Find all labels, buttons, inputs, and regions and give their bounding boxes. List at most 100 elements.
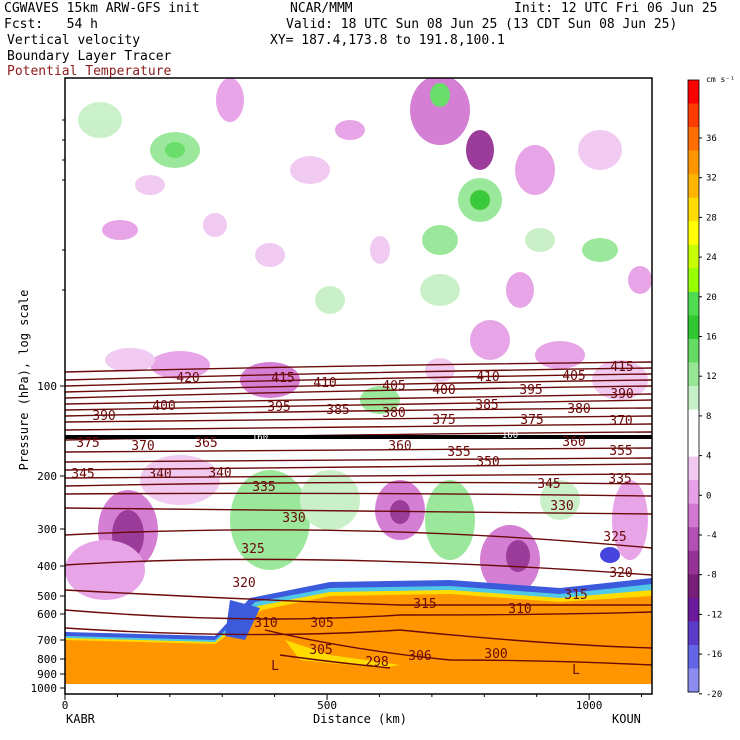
colorbar-swatch — [688, 597, 699, 622]
x-tick-label: 0 — [62, 699, 69, 712]
theta-contour-label: 380 — [567, 402, 590, 417]
org-label: NCAR/MMM — [290, 1, 353, 16]
theta-contour-label: 355 — [609, 444, 632, 459]
colorbar-swatch — [688, 668, 699, 693]
theta-contour-label: 305 — [310, 616, 333, 631]
theta-contour-label: 365 — [194, 436, 217, 451]
colorbar-swatch — [688, 409, 699, 434]
colorbar-swatch — [688, 291, 699, 316]
colorbar-swatch — [688, 103, 699, 128]
colorbar-label: -4 — [706, 531, 717, 541]
colorbar-swatch — [688, 550, 699, 575]
theta-contour-label: 320 — [609, 566, 632, 581]
tropopause-label: 160 — [502, 431, 518, 441]
y-tick-label: 200 — [37, 470, 57, 483]
colorbar-swatch — [688, 503, 699, 528]
theta-contour-label: 300 — [484, 647, 507, 662]
theta-contour-label: 375 — [432, 413, 455, 428]
theta-contour-label: 360 — [562, 435, 585, 450]
x-tick-label: 1000 — [576, 699, 603, 712]
colorbar-swatch — [688, 80, 699, 105]
colorbar-swatch — [688, 338, 699, 363]
theta-contour-label: 360 — [388, 439, 411, 454]
colorbar-swatch — [688, 268, 699, 293]
colorbar-swatch — [688, 574, 699, 599]
cross-section-endpoints: XY= 187.4,173.8 to 191.8,100.1 — [270, 33, 505, 48]
theta-contour-label: 305 — [309, 643, 332, 658]
colorbar: 36 32 28 24 20 16 12 8 4 0 -4 -8 -12 -16 -20 — [687, 79, 722, 700]
x-axis: 0 500 1000 — [62, 694, 643, 712]
theta-contour-labels: 420 415 410 405 400 410 405 415 400 395 385 380 385 3… — [71, 360, 633, 678]
field-boundary-layer-tracer: Boundary Layer Tracer — [7, 49, 172, 64]
tracer-low-label: L — [271, 659, 279, 674]
boundary-layer-tracer — [65, 578, 652, 694]
theta-contour-label: 375 — [76, 436, 99, 451]
y-tick-label: 500 — [37, 590, 57, 603]
theta-contour-label: 415 — [271, 371, 294, 386]
theta-contour-label: 405 — [382, 379, 405, 394]
y-tick-label: 300 — [37, 523, 57, 536]
theta-contour-label: 310 — [254, 616, 277, 631]
theta-contour-label: 340 — [208, 466, 231, 481]
field-vertical-velocity: Vertical velocity — [7, 33, 141, 48]
y-tick-label: 600 — [37, 608, 57, 621]
colorbar-label: 4 — [706, 452, 711, 462]
y-tick-label: 800 — [37, 653, 57, 666]
theta-contour-label: 415 — [610, 360, 633, 375]
valid-time: Valid: 18 UTC Sun 08 Jun 25 (13 CDT Sun … — [286, 17, 678, 32]
colorbar-swatch — [688, 386, 699, 411]
theta-contour-label: 375 — [520, 413, 543, 428]
theta-contour-label: 330 — [550, 499, 573, 514]
colorbar-label: 0 — [706, 491, 711, 501]
colorbar-label: 36 — [706, 134, 717, 144]
theta-contour-label: 355 — [447, 445, 470, 460]
colorbar-swatch — [688, 621, 699, 646]
colorbar-frame — [687, 79, 700, 693]
colorbar-label: 28 — [706, 213, 717, 223]
colorbar-swatch — [688, 433, 699, 458]
theta-contour-label: 350 — [476, 455, 499, 470]
right-endpoint-label: KOUN — [612, 712, 641, 726]
colorbar-label: 20 — [706, 293, 717, 303]
theta-contour-label: 330 — [282, 511, 305, 526]
theta-contour-label: 385 — [475, 398, 498, 413]
colorbar-label: 16 — [706, 333, 717, 343]
theta-contour-label: 405 — [562, 369, 585, 384]
theta-contour-label: 310 — [508, 602, 531, 617]
theta-contour-label: 340 — [148, 467, 171, 482]
theta-contour-label: 315 — [413, 597, 436, 612]
theta-contour-label: 335 — [252, 480, 275, 495]
theta-contour-label: 380 — [382, 406, 405, 421]
colorbar-label: -16 — [706, 650, 722, 660]
theta-contour-label: 410 — [313, 376, 336, 391]
colorbar-label: 8 — [706, 412, 711, 422]
y-tick-label: 900 — [37, 668, 57, 681]
field-potential-temperature: Potential Temperature — [7, 64, 172, 79]
colorbar-swatch — [688, 480, 699, 505]
colorbar-swatch — [688, 244, 699, 269]
theta-contour-label: 325 — [603, 530, 626, 545]
colorbar-swatch — [688, 527, 699, 552]
x-axis-title: Distance (km) — [313, 712, 407, 726]
x-tick-label: 500 — [317, 699, 337, 712]
colorbar-label: 12 — [706, 372, 717, 382]
theta-contour-label: 390 — [610, 387, 633, 402]
colorbar-swatch — [688, 644, 699, 669]
colorbar-label: -8 — [706, 571, 717, 581]
colorbar-label: -12 — [706, 610, 722, 620]
theta-contour-label: 390 — [92, 409, 115, 424]
colorbar-swatch — [688, 362, 699, 387]
colorbar-swatch — [688, 197, 699, 222]
colorbar-units: cm s⁻¹ — [706, 75, 735, 84]
colorbar-label: -20 — [706, 690, 722, 700]
y-tick-label: 700 — [37, 634, 57, 647]
theta-contour-label: 306 — [408, 649, 431, 664]
theta-contour-label: 320 — [232, 576, 255, 591]
theta-contour-label: 298 — [365, 655, 388, 670]
colorbar-swatch — [688, 315, 699, 340]
left-endpoint-label: KABR — [66, 712, 96, 726]
colorbar-swatch — [688, 456, 699, 481]
theta-contour-label: 345 — [71, 467, 94, 482]
